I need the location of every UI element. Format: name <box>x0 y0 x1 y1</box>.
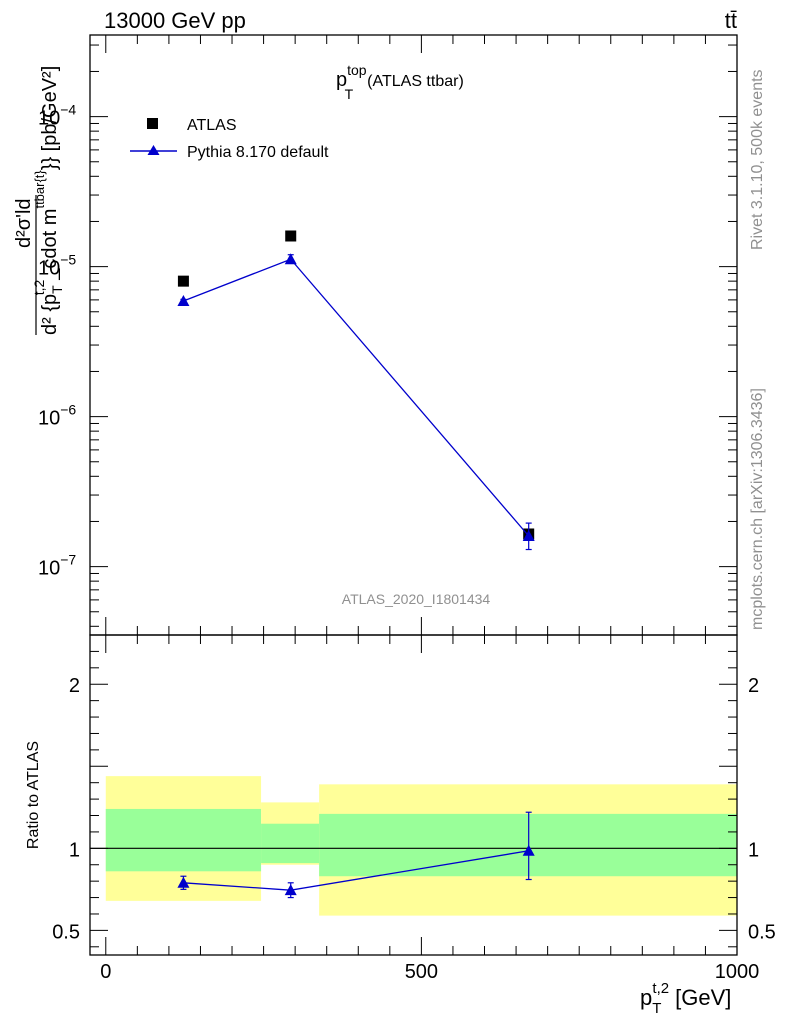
main-ylabel: d²σ'ld d² {pTt,2_cdot mttbar{t}}} [pb/Ge… <box>13 66 65 335</box>
title-sup: top <box>347 62 367 78</box>
process-label: tt̄ <box>725 8 737 33</box>
y-tick-label: 10−7 <box>38 552 76 580</box>
ratio-y-tick-label-right: 2 <box>748 675 759 697</box>
ratio-panel: 0 500 1000 0.5 0.5 1 1 2 2 Ratio to ATLAS pTt,2[… <box>25 634 776 1017</box>
x-tick-label: 500 <box>405 961 438 983</box>
pythia-line <box>183 258 530 537</box>
ratio-y-tick-label-left: 0.5 <box>52 921 80 943</box>
x-tick-label: 1000 <box>715 961 760 983</box>
source-label: mcplots.cern.ch [arXiv:1306.3436] <box>749 388 766 630</box>
main-panel: 10−7 10−6 10−5 10−4 ptop T (ATLAS ttbar) ATLA… <box>13 34 738 636</box>
x-tick-label: 0 <box>100 961 111 983</box>
ratio-bands <box>90 776 737 916</box>
ratio-y-tick-label-right: 0.5 <box>748 921 776 943</box>
y-tick-label: 10−5 <box>38 252 76 280</box>
y-tick-label: 10−4 <box>38 102 76 130</box>
ratio-pythia-point <box>522 844 535 856</box>
main-data <box>177 230 535 551</box>
legend-atlas-marker <box>147 118 158 129</box>
atlas-point <box>285 230 297 242</box>
title-sub: T <box>345 86 354 102</box>
ratio-band-green <box>105 808 262 872</box>
ratio-xlabel: pTt,2 [GeV] <box>640 980 731 1017</box>
ratio-y-tick-label-right: 1 <box>748 839 759 861</box>
ratio-ticks: 0 500 1000 0.5 0.5 1 1 2 2 <box>52 635 776 983</box>
analysis-watermark: ATLAS_2020_I1801434 <box>342 591 491 607</box>
title-p: p <box>336 69 347 91</box>
ratio-pythia-point <box>284 884 297 896</box>
ratio-y-tick-label-left: 1 <box>69 839 80 861</box>
ratio-band-green <box>319 813 737 877</box>
pythia-point <box>177 294 190 306</box>
y-tick-label: 10−6 <box>38 402 76 430</box>
ratio-data <box>177 811 535 899</box>
ratio-band-green <box>261 823 320 864</box>
ratio-y-tick-label-left: 2 <box>69 675 80 697</box>
legend-pythia-marker <box>147 145 160 155</box>
rivet-version-label: Rivet 3.1.10, 500k events <box>749 69 766 250</box>
legend-pythia-label: Pythia 8.170 default <box>187 144 329 161</box>
main-ticks: 10−7 10−6 10−5 10−4 <box>38 35 738 635</box>
pythia-point <box>284 253 297 265</box>
ratio-ylabel: Ratio to ATLAS <box>25 741 42 849</box>
atlas-point <box>177 275 189 287</box>
main-title: ptop T (ATLAS ttbar) <box>336 62 464 102</box>
energy-label: 13000 GeV pp <box>104 8 246 33</box>
pythia-point <box>522 529 535 541</box>
legend-atlas-label: ATLAS <box>187 117 237 134</box>
ratio-pythia-point <box>177 876 190 888</box>
ylabel-denominator: d² {pTt,2_cdot mttbar{t}}} [pb/GeV²] <box>31 66 65 335</box>
title-rest: (ATLAS ttbar) <box>367 73 464 90</box>
ratio-frame <box>89 634 738 956</box>
ylabel-numerator: d²σ'ld <box>13 198 35 248</box>
